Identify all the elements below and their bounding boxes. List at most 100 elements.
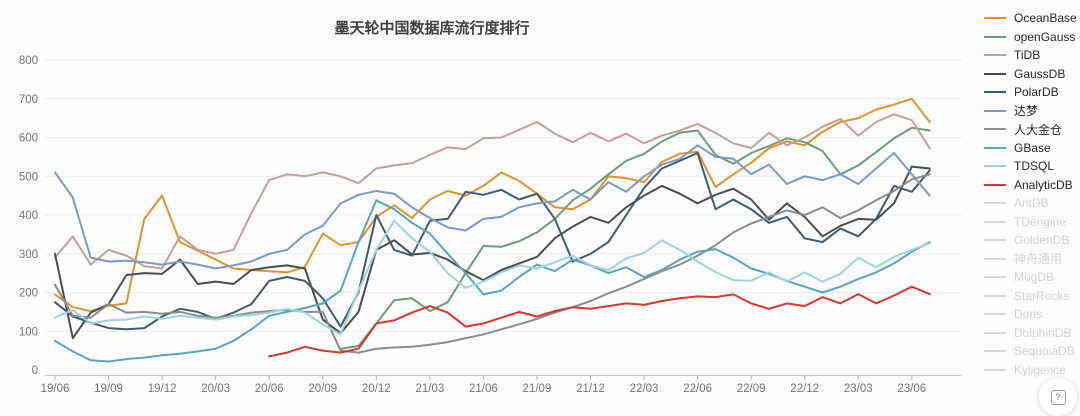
series-line-AnalyticDB[interactable] — [268, 285, 931, 358]
legend-item-openGauss[interactable]: openGauss — [984, 28, 1077, 47]
legend-label: AnalyticDB — [1014, 177, 1073, 192]
x-axis-label: 19/12 — [148, 383, 177, 395]
legend-label: OceanBase — [1014, 11, 1077, 26]
y-axis-label: 400 — [19, 210, 38, 222]
legend-label: StarRocks — [1014, 288, 1070, 303]
legend-label: MogDB — [1014, 270, 1055, 285]
legend-label: GBase — [1014, 140, 1051, 155]
legend-swatch — [984, 91, 1006, 94]
x-axis-label: 23/06 — [897, 383, 926, 395]
legend-swatch — [984, 276, 1006, 279]
legend-swatch — [984, 165, 1006, 168]
series-line-OceanBase[interactable] — [54, 97, 931, 313]
series-line-人大金仓[interactable] — [54, 173, 931, 354]
legend-swatch — [984, 17, 1006, 20]
legend-swatch — [984, 183, 1006, 186]
legend-label: GoldenDB — [1014, 233, 1070, 248]
legend-label: SequoiaDB — [1014, 344, 1075, 359]
legend-swatch — [984, 109, 1006, 112]
legend-swatch — [984, 35, 1006, 38]
x-axis-label: 21/12 — [576, 383, 605, 395]
legend-swatch — [984, 239, 1006, 242]
x-axis-label: 22/06 — [683, 383, 712, 395]
legend-item-GBase[interactable]: GBase — [984, 139, 1077, 158]
legend-item-OceanBase[interactable]: OceanBase — [984, 9, 1077, 28]
chart-title: 墨天轮中国数据库流行度排行 — [334, 20, 530, 37]
legend-item-AntDB[interactable]: AntDB — [984, 194, 1077, 213]
legend-item-AnalyticDB[interactable]: AnalyticDB — [984, 176, 1077, 195]
legend-item-SequoiaDB[interactable]: SequoiaDB — [984, 342, 1077, 361]
x-axis-label: 20/06 — [255, 383, 284, 395]
legend-label: 神舟通用 — [1014, 252, 1063, 267]
series-line-达梦[interactable] — [54, 144, 931, 270]
legend-label: openGauss — [1014, 29, 1076, 44]
y-axis-label: 0 — [32, 365, 38, 377]
x-axis-label: 19/09 — [94, 383, 123, 395]
legend-item-达梦[interactable]: 达梦 — [984, 102, 1077, 121]
x-axis-label: 23/03 — [844, 383, 873, 395]
y-axis-label: 200 — [19, 288, 38, 300]
legend-item-GoldenDB[interactable]: GoldenDB — [984, 231, 1077, 250]
x-axis-label: 21/03 — [415, 383, 444, 395]
legend-label: Doris — [1014, 307, 1043, 322]
legend-item-StarRocks[interactable]: StarRocks — [984, 287, 1077, 306]
legend-label: PolarDB — [1014, 85, 1059, 100]
y-axis-label: 500 — [19, 171, 38, 183]
y-axis-label: 600 — [19, 133, 38, 145]
x-axis-label: 21/06 — [469, 383, 498, 395]
legend-swatch — [984, 72, 1006, 75]
legend-swatch — [984, 54, 1006, 57]
legend-item-人大金仓[interactable]: 人大金仓 — [984, 120, 1077, 139]
x-axis-label: 22/12 — [790, 383, 819, 395]
help-button[interactable]: ? — [1039, 378, 1077, 416]
legend-swatch — [984, 313, 1006, 316]
legend-swatch — [984, 257, 1006, 260]
legend-swatch — [984, 146, 1006, 149]
series-line-TiDB[interactable] — [54, 113, 931, 270]
legend-item-PolarDB[interactable]: PolarDB — [984, 83, 1077, 102]
legend-item-TDSQL[interactable]: TDSQL — [984, 157, 1077, 176]
legend-item-TDengine[interactable]: TDengine — [984, 213, 1077, 232]
legend-item-TiDB[interactable]: TiDB — [984, 46, 1077, 65]
x-axis-label: 20/09 — [308, 383, 337, 395]
legend-item-DolphinDB[interactable]: DolphinDB — [984, 324, 1077, 343]
legend-item-MogDB[interactable]: MogDB — [984, 268, 1077, 287]
legend-item-Doris[interactable]: Doris — [984, 305, 1077, 324]
y-axis-label: 300 — [19, 249, 38, 261]
legend-label: DolphinDB — [1014, 325, 1072, 340]
legend-label: 达梦 — [1014, 104, 1039, 119]
legend-swatch — [984, 220, 1006, 223]
legend-item-Kyligence[interactable]: Kyligence — [984, 361, 1077, 380]
x-axis-label: 22/09 — [737, 383, 766, 395]
legend-label: GaussDB — [1014, 66, 1066, 81]
legend-label: TDSQL — [1014, 159, 1055, 174]
legend-swatch — [984, 368, 1006, 371]
legend-swatch — [984, 294, 1006, 297]
series-line-openGauss[interactable] — [339, 126, 931, 350]
legend-label: TDengine — [1014, 214, 1067, 229]
x-axis-label: 20/12 — [362, 383, 391, 395]
legend: OceanBase openGauss TiDB GaussDB PolarDB 达梦人大… — [984, 9, 1077, 379]
x-axis-label: 19/06 — [41, 383, 70, 395]
legend-swatch — [984, 128, 1006, 131]
legend-swatch — [984, 331, 1006, 334]
legend-swatch — [984, 202, 1006, 205]
series-line-GBase[interactable] — [54, 199, 931, 363]
series-line-PolarDB[interactable] — [54, 152, 931, 331]
legend-item-神舟通用[interactable]: 神舟通用 — [984, 250, 1077, 269]
series-line-TDSQL[interactable] — [54, 219, 931, 336]
y-axis-label: 800 — [19, 55, 38, 67]
x-axis-label: 22/03 — [630, 383, 659, 395]
legend-item-GaussDB[interactable]: GaussDB — [984, 65, 1077, 84]
legend-label: TiDB — [1014, 48, 1041, 63]
legend-label: 人大金仓 — [1014, 122, 1063, 137]
legend-swatch — [984, 350, 1006, 353]
legend-label: AntDB — [1014, 196, 1049, 211]
legend-label: Kyligence — [1014, 362, 1067, 377]
x-axis-label: 20/03 — [201, 383, 230, 395]
help-icon: ? — [1050, 389, 1066, 405]
series-line-GaussDB[interactable] — [54, 165, 931, 340]
y-axis-label: 100 — [19, 326, 38, 338]
y-axis-label: 700 — [19, 94, 38, 106]
